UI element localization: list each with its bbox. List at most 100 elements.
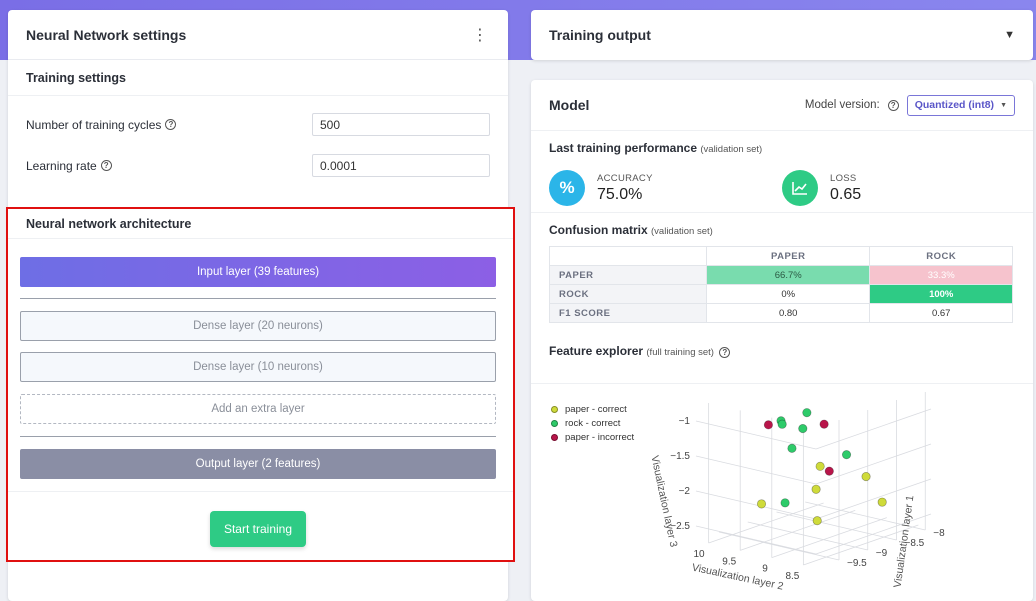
x-axis-label: Visualization layer 2 xyxy=(691,562,785,593)
panel-header: Neural Network settings ⋮ xyxy=(8,10,508,60)
confusion-title-row: Confusion matrix (validation set) xyxy=(531,212,1033,246)
loss-value: 0.65 xyxy=(830,185,862,203)
grid-line xyxy=(815,478,932,520)
scatter-point[interactable] xyxy=(756,499,767,509)
model-panel: Model Model version: ? Quantized (int8) … xyxy=(531,80,1033,601)
divider xyxy=(20,436,496,437)
learning-rate-input[interactable] xyxy=(312,154,490,177)
scatter-point[interactable] xyxy=(815,461,825,471)
training-cycles-label: Number of training cycles ? xyxy=(26,118,177,132)
feature-explorer-title-row: Feature explorer (full training set) ? xyxy=(531,334,1033,368)
help-icon[interactable]: ? xyxy=(100,160,112,171)
scatter-point[interactable] xyxy=(877,497,887,507)
learning-rate-label: Learning rate ? xyxy=(26,159,112,173)
z-tick-label: −1.5 xyxy=(670,451,690,462)
z-tick-label: −1 xyxy=(679,416,691,427)
training-settings-title: Training settings xyxy=(8,60,508,96)
kebab-menu-icon[interactable]: ⋮ xyxy=(472,26,488,44)
scatter-point[interactable] xyxy=(787,443,797,453)
row-header: ROCK xyxy=(549,284,707,304)
output-layer[interactable]: Output layer (2 features) xyxy=(20,449,496,479)
matrix-cell: 100% xyxy=(869,284,1013,304)
feature-explorer-3d-scatter[interactable]: −1 −1.5 −2 −2.5 10 9.5 9 8.5 −8 −8.5 −9 −9.5 Visual… xyxy=(641,392,1021,601)
scatter-point[interactable] xyxy=(841,450,852,460)
matrix-cell: 0% xyxy=(705,284,871,304)
legend-label: rock - correct xyxy=(565,417,621,429)
z-tick-label: −2.5 xyxy=(670,521,690,532)
grid-line xyxy=(815,408,932,450)
column-header: PAPER xyxy=(705,246,871,266)
legend-item[interactable]: paper - correct xyxy=(551,402,634,416)
matrix-cell: 66.7% xyxy=(705,265,871,285)
add-extra-layer-button[interactable]: Add an extra layer xyxy=(20,394,496,424)
architecture-title: Neural network architecture xyxy=(8,209,513,239)
scatter-point[interactable] xyxy=(812,516,822,526)
scatter-point[interactable] xyxy=(763,420,773,430)
training-output-panel[interactable]: Training output ▼ xyxy=(531,10,1033,60)
model-version-control: Model version: ? Quantized (int8) ▼ xyxy=(804,94,1015,116)
x-tick-label: 10 xyxy=(694,549,706,560)
panel-title: Neural Network settings xyxy=(26,26,187,43)
matrix-cell: 0.67 xyxy=(869,303,1013,323)
scatter-point[interactable] xyxy=(811,484,821,494)
legend-item[interactable]: paper - incorrect xyxy=(551,430,634,444)
x-tick-label: 8.5 xyxy=(785,571,799,582)
grid-line xyxy=(771,517,887,559)
help-icon[interactable]: ? xyxy=(719,347,731,358)
confusion-subtitle: (validation set) xyxy=(651,225,713,237)
feature-explorer-title-text: Feature explorer xyxy=(549,344,644,358)
y-tick-label: −9.5 xyxy=(847,558,867,569)
grid-line xyxy=(695,420,817,450)
scatter-point[interactable] xyxy=(780,498,790,508)
scatter-point[interactable] xyxy=(798,424,808,434)
legend-item[interactable]: rock - correct xyxy=(551,416,634,430)
help-icon[interactable]: ? xyxy=(887,99,899,111)
model-version-value: Quantized (int8) xyxy=(914,99,995,111)
scatter-point[interactable] xyxy=(777,419,787,429)
x-tick-label: 9 xyxy=(762,564,768,575)
scatter-point[interactable] xyxy=(824,466,834,476)
performance-title-text: Last training performance xyxy=(549,140,698,155)
scatter-point[interactable] xyxy=(861,472,871,482)
chart-points xyxy=(756,408,887,526)
help-icon[interactable]: ? xyxy=(165,119,177,130)
legend-marker xyxy=(551,405,558,413)
caret-down-icon: ▼ xyxy=(1000,101,1007,109)
grid-line xyxy=(695,490,817,520)
dense-layer-20[interactable]: Dense layer (20 neurons) xyxy=(20,311,496,341)
start-training-button[interactable]: Start training xyxy=(210,511,306,547)
model-version-select[interactable]: Quantized (int8) ▼ xyxy=(906,94,1015,116)
training-cycles-input[interactable] xyxy=(312,113,490,136)
output-header: Training output ▼ xyxy=(531,10,1033,60)
grid-line xyxy=(803,524,919,566)
y-tick-label: −8 xyxy=(933,528,945,539)
scatter-point[interactable] xyxy=(802,408,812,418)
matrix-cell: 33.3% xyxy=(869,265,1013,285)
feature-explorer-title: Feature explorer (full training set) ? xyxy=(531,344,748,358)
model-title: Model xyxy=(549,97,590,113)
y-tick-label: −9 xyxy=(876,548,888,559)
chart-legend[interactable]: paper - correct rock - correct paper - i… xyxy=(551,402,634,444)
accuracy-metric: % ACCURACY 75.0% xyxy=(549,170,782,206)
grid-line xyxy=(776,511,897,541)
input-layer[interactable]: Input layer (39 features) xyxy=(20,257,496,287)
legend-label: paper - correct xyxy=(565,403,627,415)
confusion-matrix-table: PAPER ROCK PAPER 66.7% 33.3% ROCK 0% 100… xyxy=(549,246,1013,323)
scatter-point[interactable] xyxy=(819,419,829,429)
chart-trend-icon xyxy=(782,170,818,206)
divider xyxy=(8,491,513,492)
loss-metric: LOSS 0.65 xyxy=(782,170,1015,206)
confusion-title-text: Confusion matrix xyxy=(549,222,648,237)
divider xyxy=(20,298,496,299)
matrix-cell: 0.80 xyxy=(705,303,871,323)
training-cycles-row: Number of training cycles ? xyxy=(8,104,508,145)
learning-rate-label-text: Learning rate xyxy=(26,158,97,173)
model-version-label: Model version: xyxy=(804,99,880,111)
dense-layer-10[interactable]: Dense layer (10 neurons) xyxy=(20,352,496,382)
divider xyxy=(531,383,1033,384)
learning-rate-row: Learning rate ? xyxy=(8,145,508,186)
x-tick-label: 9.5 xyxy=(722,556,736,567)
caret-down-icon[interactable]: ▼ xyxy=(1004,29,1015,41)
row-header: PAPER xyxy=(549,265,707,285)
legend-marker xyxy=(551,419,558,427)
